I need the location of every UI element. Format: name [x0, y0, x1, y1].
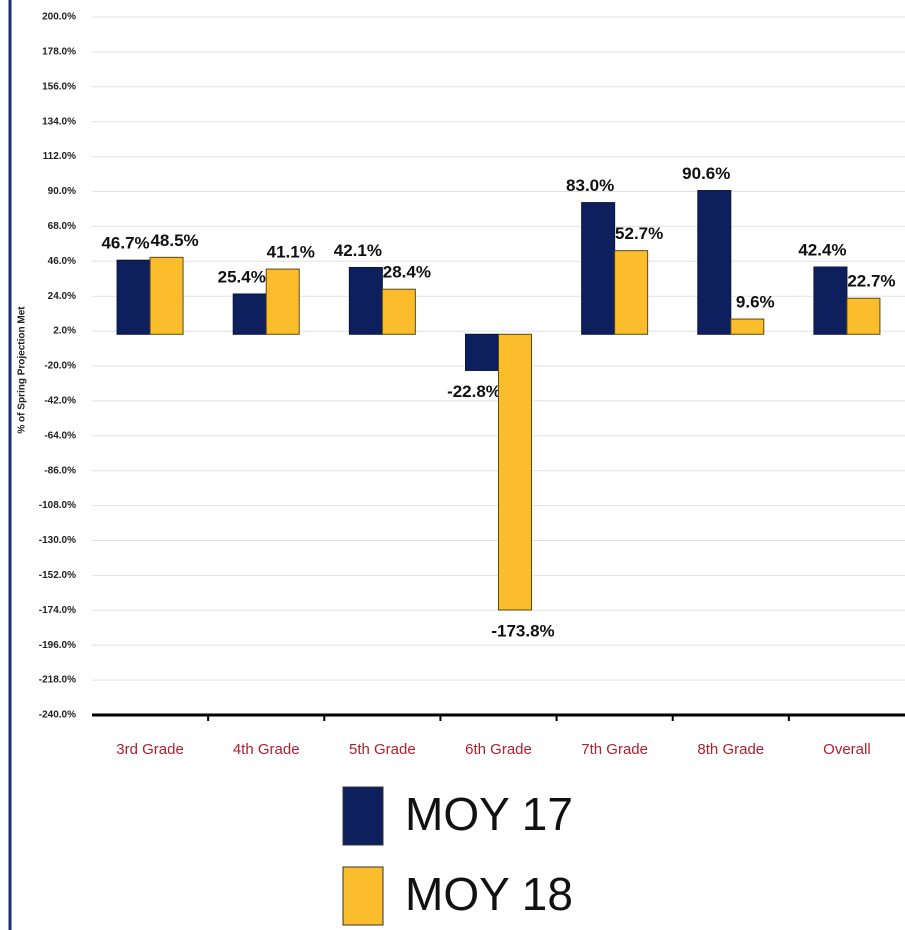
- value-label: 46.7%: [101, 234, 149, 253]
- y-tick-label: -218.0%: [39, 675, 76, 686]
- x-tick-label: 5th Grade: [349, 741, 416, 758]
- bar: [232, 293, 267, 335]
- bar: [348, 266, 383, 335]
- bar: [581, 202, 616, 335]
- bar: [614, 250, 649, 335]
- bar: [730, 318, 765, 335]
- bar: [465, 333, 499, 371]
- value-label: 90.6%: [682, 164, 730, 183]
- y-tick-label: 134.0%: [42, 116, 76, 127]
- y-tick-label: 156.0%: [42, 81, 76, 92]
- x-tick-label: 8th Grade: [697, 741, 764, 758]
- y-tick-label: 178.0%: [42, 47, 76, 58]
- value-label: 22.7%: [847, 272, 895, 291]
- y-tick-label: 24.0%: [48, 291, 76, 302]
- value-label: 52.7%: [615, 224, 663, 243]
- bar: [498, 333, 532, 611]
- y-tick-label: 46.0%: [48, 256, 76, 267]
- legend-swatch: [342, 786, 384, 846]
- y-tick-label: -86.0%: [44, 465, 76, 476]
- y-axis-label: % of Spring Projection Met: [17, 306, 28, 434]
- y-tick-label: -108.0%: [39, 500, 76, 511]
- x-tick-label: 7th Grade: [581, 741, 648, 758]
- value-label: 42.1%: [334, 241, 382, 260]
- y-tick-label: -20.0%: [44, 361, 76, 372]
- y-tick-label: 2.0%: [53, 326, 76, 337]
- legend-swatch: [342, 866, 384, 926]
- bar: [813, 266, 848, 335]
- y-tick-label: 90.0%: [48, 186, 76, 197]
- value-label: 25.4%: [218, 267, 266, 286]
- y-tick-label: 68.0%: [48, 221, 76, 232]
- value-label: -22.8%: [447, 382, 501, 401]
- value-label: 83.0%: [566, 176, 614, 195]
- y-tick-label: -64.0%: [44, 430, 76, 441]
- bar: [697, 190, 732, 335]
- value-label: -173.8%: [491, 621, 554, 640]
- value-label: 41.1%: [267, 243, 315, 262]
- value-label: 48.5%: [150, 231, 198, 250]
- value-label: 42.4%: [798, 240, 846, 259]
- y-tick-label: -152.0%: [39, 570, 76, 581]
- y-tick-label: -240.0%: [39, 710, 76, 721]
- x-tick-label: 4th Grade: [233, 741, 300, 758]
- legend-label: MOY 18: [405, 868, 573, 920]
- bar: [381, 288, 416, 335]
- value-label: 28.4%: [383, 263, 431, 282]
- y-tick-label: -196.0%: [39, 640, 76, 651]
- x-tick-label: Overall: [823, 741, 871, 758]
- y-tick-label: 200.0%: [42, 12, 76, 23]
- x-tick-label: 3rd Grade: [116, 741, 184, 758]
- y-tick-label: 112.0%: [43, 151, 76, 162]
- y-tick-label: -130.0%: [39, 535, 76, 546]
- legend-label: MOY 17: [405, 788, 573, 840]
- bar: [149, 256, 184, 335]
- y-tick-label: -42.0%: [44, 396, 76, 407]
- x-tick-label: 6th Grade: [465, 741, 532, 758]
- y-tick-label: -174.0%: [39, 605, 76, 616]
- bar: [116, 259, 151, 335]
- value-label: 9.6%: [736, 293, 775, 312]
- bar: [846, 297, 881, 335]
- bar: [265, 268, 300, 335]
